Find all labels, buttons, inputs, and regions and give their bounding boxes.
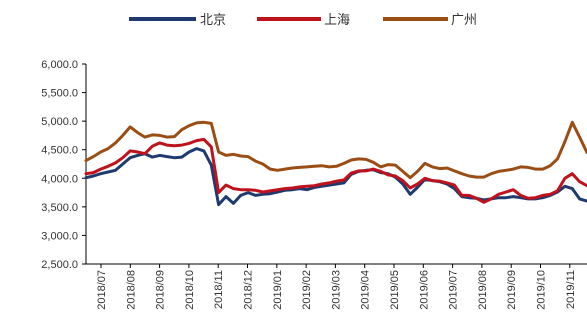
y-tick-label: 4,000.0 xyxy=(41,173,78,185)
x-tick-label: 2019/03 xyxy=(330,270,342,310)
y-tick-label: 4,500.0 xyxy=(41,145,78,157)
legend-label: 广州 xyxy=(451,13,477,28)
series-line-0 xyxy=(84,147,587,207)
x-tick-label: 2019/08 xyxy=(477,270,489,310)
axes: 6,000.0 5,500.0 5,000.0 4,500.0 4,000.0 3,500… xyxy=(41,59,587,310)
y-tick-label: 5,500.0 xyxy=(41,88,78,100)
x-tick-label: 2019/07 xyxy=(448,270,460,310)
y-tick-label: 5,000.0 xyxy=(41,116,78,128)
y-tick-label: 6,000.0 xyxy=(41,59,78,71)
x-tick-label: 2018/07 xyxy=(96,270,108,310)
y-tick-label: 2,500.0 xyxy=(41,259,78,271)
legend: 北京 上海 广州 xyxy=(129,13,477,28)
legend-label: 上海 xyxy=(324,13,350,28)
x-tick-label: 2018/10 xyxy=(184,270,196,310)
y-tick-label: 3,500.0 xyxy=(41,202,78,214)
x-tick-label: 2019/06 xyxy=(418,270,430,310)
x-tick-label: 2018/12 xyxy=(243,270,255,310)
x-tick-label: 2018/11 xyxy=(213,270,225,309)
x-tick-label: 2018/09 xyxy=(155,270,167,310)
x-tick-label: 2018/08 xyxy=(125,270,137,310)
x-tick-label: 2019/10 xyxy=(536,270,548,310)
y-tick-label: 3,000.0 xyxy=(41,230,78,242)
x-tick-label: 2019/04 xyxy=(360,270,372,310)
x-tick-label: 2019/02 xyxy=(301,270,313,310)
series-layer xyxy=(84,120,587,207)
series-line-2 xyxy=(84,120,587,180)
x-tick-label: 2019/01 xyxy=(272,270,284,310)
series-line-1 xyxy=(84,137,587,204)
legend-label: 北京 xyxy=(200,13,226,28)
x-tick-label: 2019/05 xyxy=(389,270,401,310)
x-tick-label: 2019/09 xyxy=(506,270,518,310)
x-tick-label: 2019/11 xyxy=(565,270,577,309)
